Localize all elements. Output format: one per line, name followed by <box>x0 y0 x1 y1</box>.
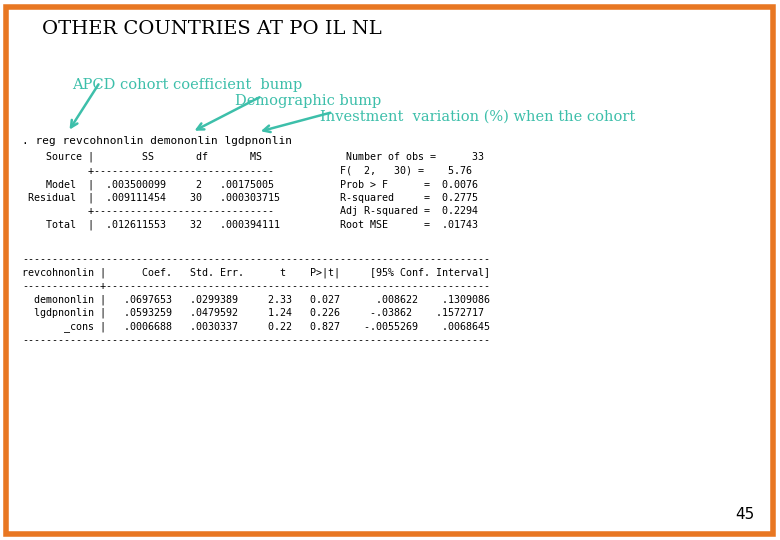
Text: lgdpnonlin |   .0593259   .0479592     1.24   0.226     -.03862    .1572717: lgdpnonlin | .0593259 .0479592 1.24 0.22… <box>22 308 484 319</box>
Text: _cons |   .0006688   .0030337     0.22   0.827    -.0055269    .0068645: _cons | .0006688 .0030337 0.22 0.827 -.0… <box>22 321 490 333</box>
Text: revcohnonlin |      Coef.   Std. Err.      t    P>|t|     [95% Conf. Interval]: revcohnonlin | Coef. Std. Err. t P>|t| [… <box>22 267 490 278</box>
Text: Demographic bump: Demographic bump <box>235 94 381 108</box>
Text: . reg revcohnonlin demononlin lgdpnonlin: . reg revcohnonlin demononlin lgdpnonlin <box>22 136 292 146</box>
FancyBboxPatch shape <box>6 7 773 534</box>
Text: +------------------------------           F(  2,   30) =    5.76: +------------------------------ F( 2, 30… <box>22 165 472 176</box>
Text: +------------------------------           Adj R-squared =  0.2294: +------------------------------ Adj R-sq… <box>22 206 478 216</box>
Text: Total  |  .012611553    32   .000394111          Root MSE      =  .01743: Total | .012611553 32 .000394111 Root MS… <box>22 219 478 230</box>
Text: ------------------------------------------------------------------------------: ----------------------------------------… <box>22 254 490 264</box>
Text: Residual  |  .009111454    30   .000303715          R-squared     =  0.2775: Residual | .009111454 30 .000303715 R-sq… <box>22 192 478 203</box>
Text: -------------+----------------------------------------------------------------: -------------+--------------------------… <box>22 281 490 291</box>
Text: 45: 45 <box>736 507 755 522</box>
Text: demononlin |   .0697653   .0299389     2.33   0.027      .008622    .1309086: demononlin | .0697653 .0299389 2.33 0.02… <box>22 294 490 305</box>
Text: Model  |  .003500099     2   .00175005           Prob > F      =  0.0076: Model | .003500099 2 .00175005 Prob > F … <box>22 179 478 190</box>
Text: Source |        SS       df       MS              Number of obs =      33: Source | SS df MS Number of obs = 33 <box>22 152 484 163</box>
Text: ------------------------------------------------------------------------------: ----------------------------------------… <box>22 335 490 345</box>
Text: APCD cohort coefficient  bump: APCD cohort coefficient bump <box>72 78 303 92</box>
Text: OTHER COUNTRIES AT PO IL NL: OTHER COUNTRIES AT PO IL NL <box>42 20 381 38</box>
Text: Investment  variation (%) when the cohort: Investment variation (%) when the cohort <box>320 110 635 124</box>
